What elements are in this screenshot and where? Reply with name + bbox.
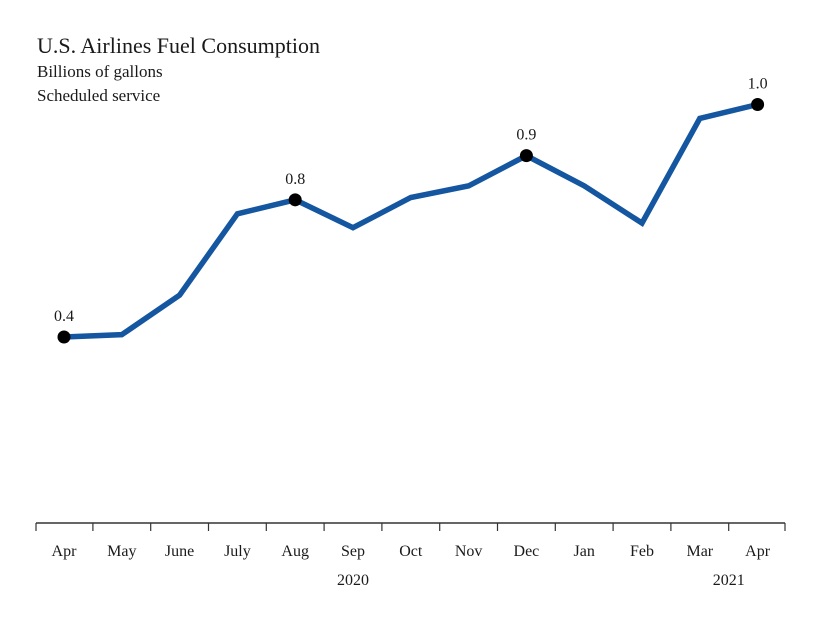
data-point-marker [57,330,71,344]
data-label: 0.4 [54,308,74,325]
x-tick-label: Apr [52,543,78,560]
chart-subtitle-units: Billions of gallons [37,62,163,81]
chart-title: U.S. Airlines Fuel Consumption [37,33,320,58]
data-point-marker [519,149,533,163]
x-tick-label: Jan [574,543,595,560]
x-year-label: 2021 [713,572,745,589]
chart-header: U.S. Airlines Fuel Consumption Billions … [37,32,320,108]
x-year-label: 2020 [337,572,369,589]
chart-subtitle-scope: Scheduled service [37,86,161,105]
data-label: 0.8 [285,171,305,188]
x-tick-label: July [224,543,251,560]
data-label: 1.0 [748,76,768,93]
x-tick-label: Nov [455,543,483,560]
x-tick-label: Oct [399,543,423,560]
x-tick-label: Apr [745,543,771,560]
x-tick-label: Mar [686,543,713,560]
data-point-marker [751,98,765,111]
data-point-marker [288,193,302,207]
x-tick-label: Feb [630,543,654,560]
series-line [61,101,761,340]
x-tick-label: Aug [281,543,309,560]
x-tick-label: May [107,543,136,560]
x-tick-label: Dec [514,543,540,560]
x-tick-label: Sep [341,543,365,560]
x-tick-label: June [165,543,194,560]
data-label: 0.9 [516,127,536,144]
